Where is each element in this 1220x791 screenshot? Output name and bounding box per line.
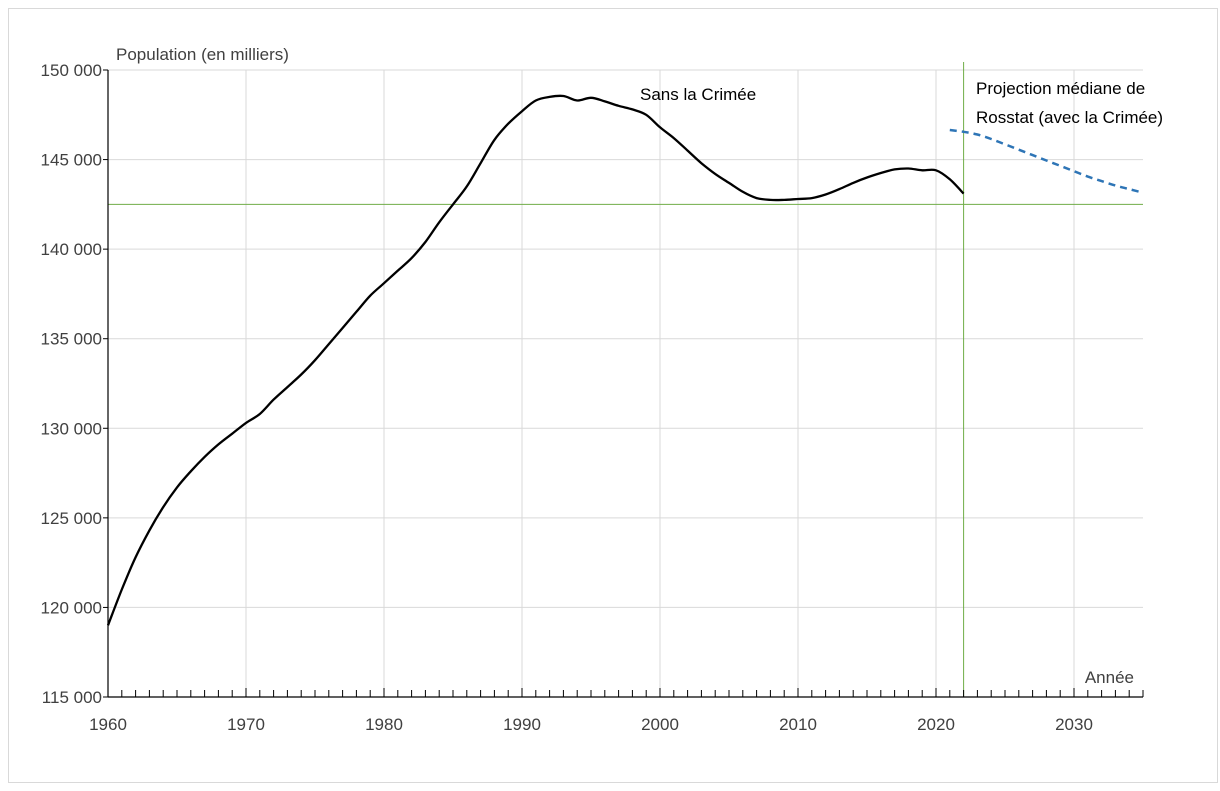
x-tick-label: 1960	[89, 715, 127, 734]
x-tick-label: 2030	[1055, 715, 1093, 734]
x-axis-title: Année	[1085, 668, 1134, 687]
y-axis-title: Population (en milliers)	[116, 45, 289, 64]
y-tick-label: 140 000	[41, 240, 102, 259]
y-tick-label: 120 000	[41, 598, 102, 617]
data-series	[106, 94, 1144, 626]
chart-frame	[8, 8, 1218, 783]
y-tick-label: 145 000	[41, 151, 102, 170]
y-tick-label: 115 000	[42, 688, 102, 707]
x-tick-label: 2020	[917, 715, 955, 734]
axes: 115 000 120 000 125 000 130 000 135 000 140 0…	[41, 61, 1144, 734]
x-tick-label: 1990	[503, 715, 541, 734]
annotation-projection-line2: Rosstat (avec la Crimée)	[976, 108, 1163, 127]
series-line-sans-crimee	[106, 94, 965, 626]
x-tick-label: 2010	[779, 715, 817, 734]
x-tick-label: 2000	[641, 715, 679, 734]
y-tick-label: 150 000	[41, 61, 102, 80]
reference-lines	[108, 62, 1143, 697]
annotation-projection-line1: Projection médiane de	[976, 79, 1145, 98]
series-line-projection-rosstat	[949, 128, 1144, 194]
y-tick-label: 135 000	[41, 330, 102, 349]
x-tick-label: 1980	[365, 715, 403, 734]
y-tick-label: 125 000	[41, 509, 102, 528]
axis-labels: Population (en milliers) Année Sans la C…	[116, 45, 1163, 687]
x-tick-label: 1970	[227, 715, 265, 734]
annotation-sans-crimee: Sans la Crimée	[640, 85, 756, 104]
grid-lines	[108, 69, 1143, 697]
y-tick-label: 130 000	[41, 419, 102, 438]
